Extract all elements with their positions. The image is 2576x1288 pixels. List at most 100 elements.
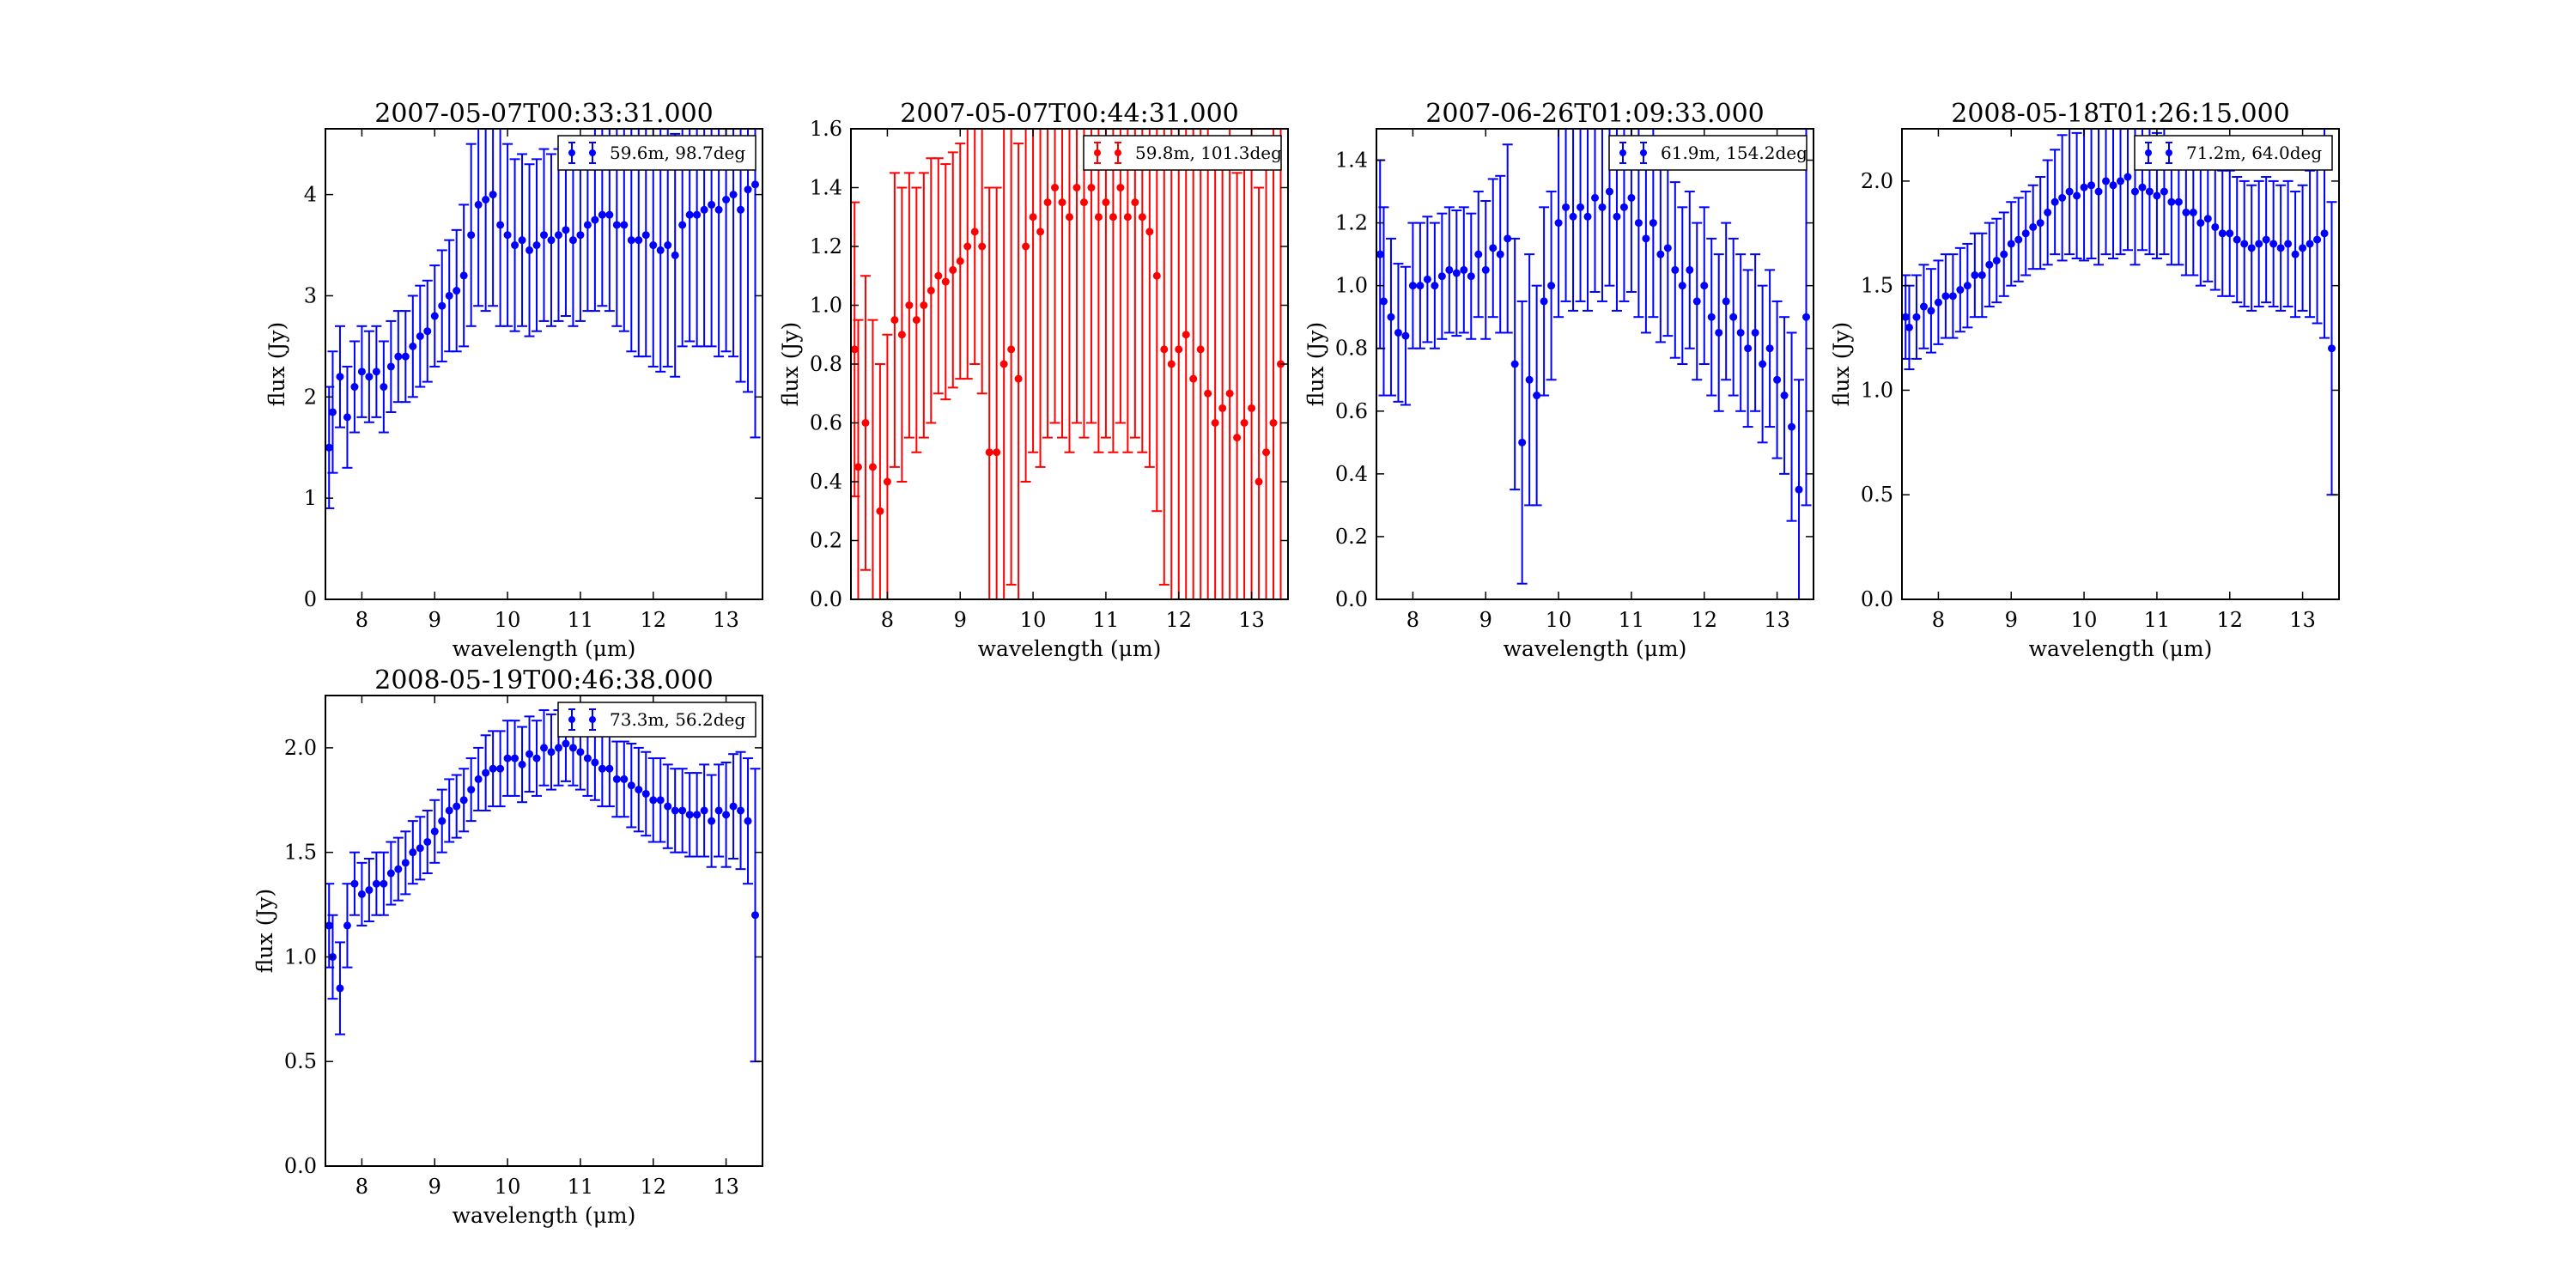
data-marker (1649, 219, 1657, 228)
data-point (1414, 222, 1425, 349)
data-marker (685, 210, 694, 219)
data-marker (751, 911, 760, 920)
y-axis-label: flux (Jy) (1303, 322, 1328, 406)
data-point (1947, 253, 1959, 339)
x-tick-label: 12 (640, 608, 666, 632)
data-marker (1692, 297, 1701, 306)
data-point (691, 772, 702, 858)
data-marker (2138, 183, 2147, 191)
y-tick-label: 0.4 (810, 470, 842, 494)
y-tick-label: 0.5 (1861, 483, 1893, 507)
data-point (415, 284, 426, 388)
data-marker (1160, 345, 1169, 354)
legend-label: 59.6m, 98.7deg (610, 143, 745, 163)
data-point (1189, 129, 1198, 599)
data-point (538, 709, 550, 787)
data-point (436, 249, 447, 363)
y-tick-label: 0.2 (810, 529, 842, 553)
data-marker (1729, 313, 1738, 321)
data-point (1735, 253, 1747, 412)
data-point (882, 333, 893, 599)
data-point (2100, 129, 2111, 256)
data-point (1750, 253, 1761, 412)
data-marker (2014, 235, 2023, 244)
data-marker (1613, 212, 1621, 221)
data-marker (554, 744, 562, 752)
data-marker (627, 236, 635, 245)
data-marker (1087, 184, 1096, 191)
data-marker (737, 205, 745, 214)
data-marker (2299, 244, 2307, 252)
data-point (670, 132, 681, 378)
data-point (532, 158, 543, 332)
data-point (918, 172, 929, 439)
data-marker (1562, 203, 1571, 211)
data-point (1713, 253, 1724, 412)
data-marker (1182, 331, 1190, 339)
y-tick-label: 4 (304, 183, 317, 207)
data-point (444, 239, 455, 353)
data-marker (482, 195, 490, 204)
data-point (2115, 129, 2126, 256)
x-tick-label: 11 (1619, 608, 1645, 632)
data-point (714, 763, 725, 858)
x-tick-label: 12 (2216, 608, 2243, 632)
subplot-3: 8 9 10 11 12 13 0.0 0.2 0.4 0.6 0.8 1.0 1.2 1.4 2007-0… (1303, 99, 1814, 661)
data-marker (693, 210, 702, 219)
data-marker (511, 754, 519, 762)
data-marker (956, 257, 964, 265)
data-marker (365, 373, 374, 381)
data-marker (1919, 302, 1928, 311)
data-marker (1518, 438, 1527, 447)
data-marker (1656, 250, 1665, 258)
data-point (1158, 129, 1170, 586)
data-point (2305, 169, 2316, 319)
data-point (524, 163, 535, 337)
data-point (349, 340, 360, 434)
y-tick-label: 1.0 (810, 294, 842, 318)
data-point (684, 129, 696, 343)
data-marker (605, 210, 614, 219)
data-point (647, 757, 659, 843)
data-point (2057, 134, 2068, 262)
data-marker (1948, 292, 1957, 301)
data-point (545, 153, 556, 327)
data-marker (2000, 250, 2008, 258)
data-marker (722, 195, 731, 204)
data-marker (1605, 187, 1613, 196)
data-marker (518, 760, 526, 769)
data-marker (1540, 297, 1548, 306)
y-tick-label: 1.2 (1335, 211, 1368, 235)
data-marker (591, 758, 599, 767)
data-marker (949, 265, 957, 274)
data-marker (532, 754, 541, 762)
data-marker (2094, 187, 2103, 196)
data-point (2312, 155, 2323, 325)
data-marker (2218, 229, 2227, 238)
data-marker (1707, 313, 1716, 321)
x-tick-label: 10 (495, 1175, 521, 1199)
data-marker (1138, 213, 1146, 222)
data-marker (540, 744, 548, 752)
data-point (451, 774, 462, 839)
data-point (896, 186, 908, 483)
data-point (1662, 159, 1674, 337)
data-marker (868, 463, 877, 471)
data-point (342, 365, 353, 469)
data-marker (562, 226, 570, 234)
data-point (2050, 149, 2061, 256)
legend-marker (2145, 149, 2152, 156)
data-point (750, 129, 761, 439)
data-point (386, 319, 397, 413)
data-point (1721, 222, 1732, 381)
data-marker (386, 869, 395, 878)
data-point (1261, 157, 1272, 599)
data-marker (1715, 328, 1723, 337)
data-marker (598, 764, 606, 773)
data-marker (2182, 208, 2190, 216)
data-marker (474, 775, 483, 783)
x-tick-label: 11 (1093, 608, 1120, 632)
axes-frame (1376, 128, 1814, 600)
x-tick-label: 13 (713, 1175, 739, 1199)
